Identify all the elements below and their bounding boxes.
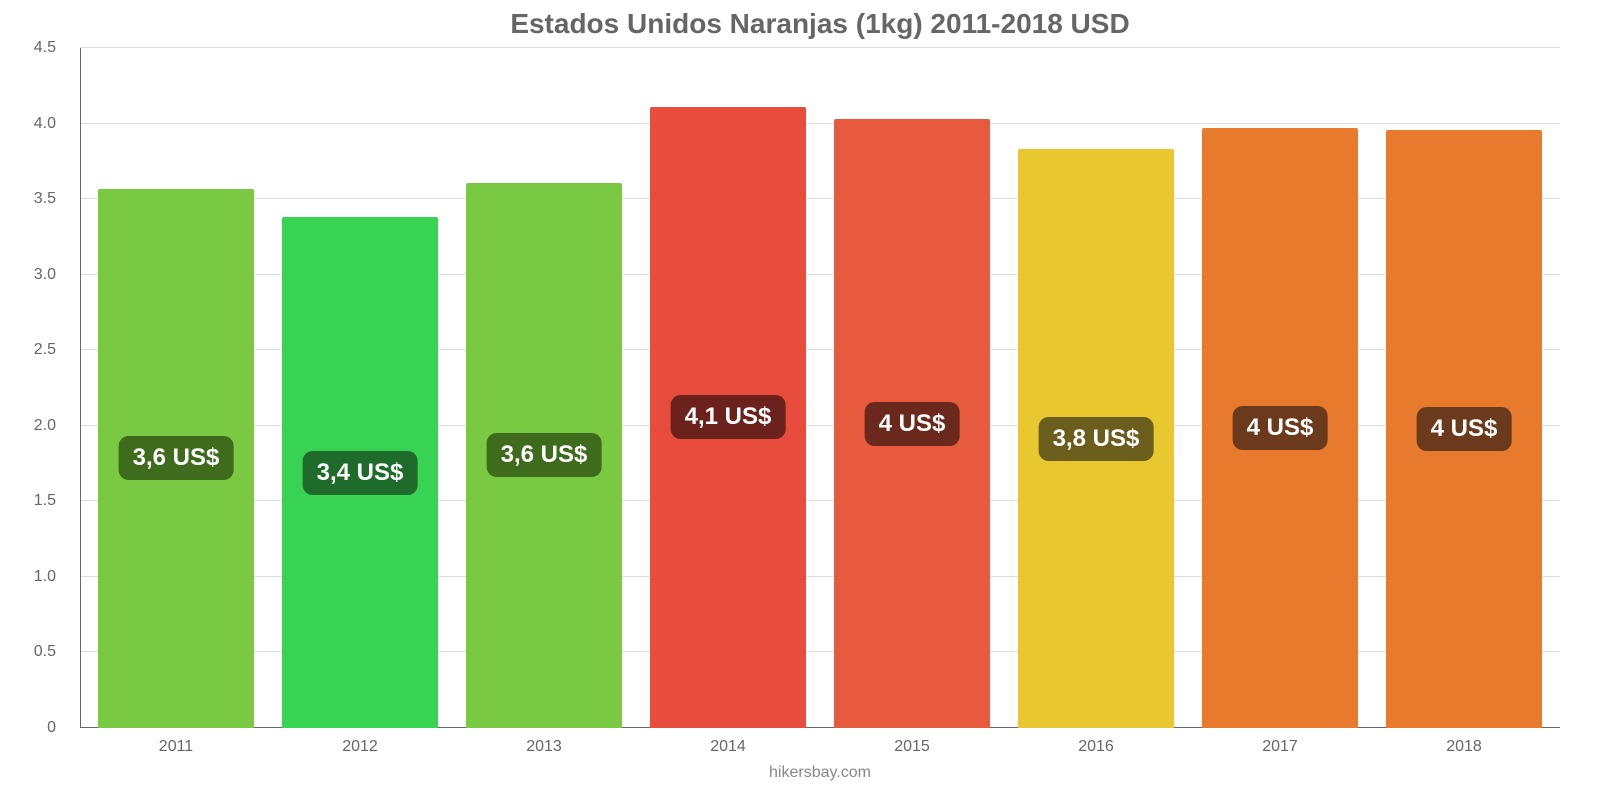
y-tick-label: 0.5 <box>34 643 56 661</box>
bar-value-label: 4 US$ <box>865 402 960 446</box>
bar-slot: 3,8 US$ <box>1004 48 1188 728</box>
bar-slot: 3,6 US$ <box>84 48 268 728</box>
bar: 4,1 US$ <box>650 107 806 728</box>
y-tick-label: 2.5 <box>34 341 56 359</box>
x-tick-label: 2011 <box>84 728 268 756</box>
bar-value-label: 3,4 US$ <box>303 451 418 495</box>
x-tick-label: 2018 <box>1372 728 1556 756</box>
bar: 4 US$ <box>1202 128 1358 728</box>
x-tick-label: 2013 <box>452 728 636 756</box>
bar-value-label: 3,6 US$ <box>119 436 234 480</box>
bar: 3,6 US$ <box>466 183 622 729</box>
y-tick-label: 4.0 <box>34 115 56 133</box>
source-attribution: hikersbay.com <box>80 756 1560 782</box>
bar: 3,6 US$ <box>98 189 254 728</box>
bar-value-label: 3,8 US$ <box>1039 417 1154 461</box>
x-tick-label: 2017 <box>1188 728 1372 756</box>
y-tick-label: 1.5 <box>34 492 56 510</box>
x-tick-label: 2012 <box>268 728 452 756</box>
bar-slot: 3,4 US$ <box>268 48 452 728</box>
x-tick-label: 2014 <box>636 728 820 756</box>
chart-title: Estados Unidos Naranjas (1kg) 2011-2018 … <box>80 0 1560 44</box>
x-tick-label: 2015 <box>820 728 1004 756</box>
y-tick-label: 0 <box>47 719 56 737</box>
bar-slot: 4 US$ <box>1188 48 1372 728</box>
y-tick-label: 2.0 <box>34 417 56 435</box>
y-tick-label: 3.0 <box>34 266 56 284</box>
bar-value-label: 4,1 US$ <box>671 395 786 439</box>
x-tick-label: 2016 <box>1004 728 1188 756</box>
bar: 3,8 US$ <box>1018 149 1174 728</box>
bar: 4 US$ <box>1386 130 1542 728</box>
bar-slot: 4 US$ <box>820 48 1004 728</box>
bar-slot: 3,6 US$ <box>452 48 636 728</box>
bar-value-label: 4 US$ <box>1233 406 1328 450</box>
x-axis: 20112012201320142015201620172018 <box>80 728 1560 756</box>
y-tick-label: 4.5 <box>34 39 56 57</box>
bar: 3,4 US$ <box>282 217 438 728</box>
bar-value-label: 4 US$ <box>1417 407 1512 451</box>
bar: 4 US$ <box>834 119 990 728</box>
bar-value-label: 3,6 US$ <box>487 433 602 477</box>
bar-slot: 4 US$ <box>1372 48 1556 728</box>
bar-chart: Estados Unidos Naranjas (1kg) 2011-2018 … <box>0 0 1600 800</box>
y-tick-label: 1.0 <box>34 568 56 586</box>
bar-slot: 4,1 US$ <box>636 48 820 728</box>
plot-area: 00.51.01.52.02.53.03.54.04.5 3,6 US$3,4 … <box>80 48 1560 728</box>
y-tick-label: 3.5 <box>34 190 56 208</box>
bars-area: 3,6 US$ 3,4 US$ 3,6 US$ 4,1 US$ 4 US$ 3,8 US$… <box>80 48 1560 728</box>
